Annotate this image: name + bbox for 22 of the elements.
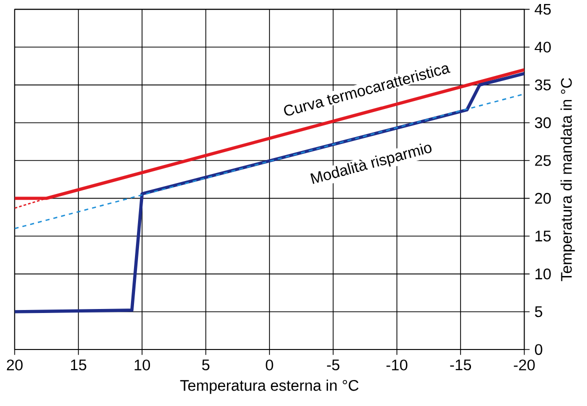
y-axis-title: Temperatura di mandata in °C (560, 78, 575, 282)
y-tick-label: 15 (536, 230, 551, 242)
x-tick-label: -20 (514, 360, 535, 371)
x-tick-label: 20 (6, 360, 23, 371)
x-tick-label: 15 (71, 360, 86, 370)
y-tick-label: 25 (535, 155, 551, 166)
y-tick-label: 30 (534, 118, 551, 128)
y-tick-label: 10 (536, 268, 551, 280)
x-tick-label: -10 (386, 360, 408, 371)
x-axis-title: Temperatura esterna in °C (180, 380, 358, 394)
x-tick-label: 10 (134, 360, 150, 371)
y-tick-label: 45 (534, 4, 551, 15)
x-tick-label: 0 (266, 360, 274, 371)
y-tick-label: 5 (534, 306, 542, 318)
x-tick-label: -5 (327, 360, 340, 370)
y-tick-label: 20 (535, 193, 551, 204)
x-tick-label: 5 (202, 360, 210, 370)
y-tick-label: 0 (534, 344, 542, 356)
y-tick-label: 35 (534, 80, 551, 91)
annotation: Modalità risparmio (310, 144, 432, 184)
x-tick-label: -15 (450, 360, 472, 370)
y-tick-label: 40 (534, 42, 551, 53)
